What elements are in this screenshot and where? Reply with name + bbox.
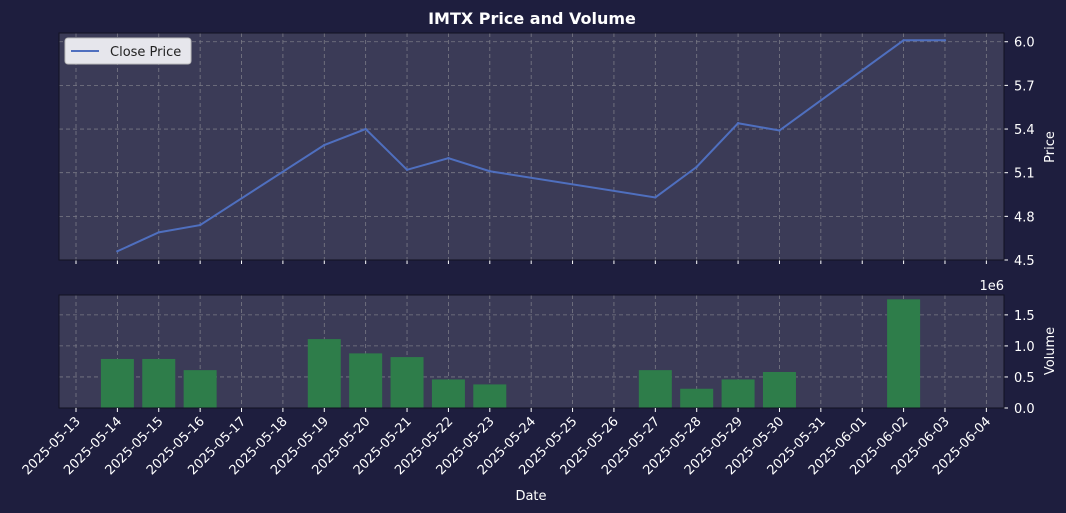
x-axis-label: Date: [515, 489, 546, 504]
volume-bar: [721, 379, 755, 408]
volume-y-tick-label: 1.0: [1014, 340, 1035, 355]
volume-multiplier-label: 1e6: [979, 279, 1004, 294]
volume-bar: [887, 299, 921, 408]
close-price-point: [116, 250, 119, 253]
price-y-tick-label: 4.8: [1014, 210, 1035, 225]
volume-axis-label: Volume: [1043, 327, 1058, 375]
chart-title: IMTX Price and Volume: [428, 9, 636, 28]
price-y-tick-label: 5.1: [1014, 167, 1035, 182]
close-price-point: [902, 39, 905, 42]
close-price-point: [778, 129, 781, 132]
close-price-point: [157, 231, 160, 234]
volume-bar: [349, 353, 383, 408]
close-price-point: [364, 127, 367, 131]
volume-bar: [183, 370, 217, 408]
price-plot-frame: [58, 32, 1005, 261]
price-y-tick-label: 5.7: [1014, 79, 1035, 94]
price-y-tick-label: 5.4: [1014, 123, 1035, 138]
legend: Close Price: [64, 37, 192, 65]
close-price-point: [654, 196, 657, 199]
volume-bar: [142, 358, 176, 408]
legend-label: Close Price: [110, 45, 181, 60]
volume-y-tick-label: 1.5: [1014, 309, 1035, 324]
price-panel: 4.5 4.8 5.1 5.4 5.7 6.0 Close Price: [58, 32, 1035, 269]
close-price-point: [323, 143, 326, 147]
price-y-tick-label: 6.0: [1014, 36, 1035, 51]
close-price-point: [198, 223, 202, 227]
volume-bar: [762, 371, 796, 408]
volume-bar: [431, 379, 465, 408]
legend-box: [64, 37, 192, 65]
volume-y-tick-label: 0.0: [1014, 402, 1035, 417]
close-price-point: [488, 170, 491, 173]
price-y-tick-label: 4.5: [1014, 254, 1035, 269]
close-price-point: [943, 39, 947, 42]
volume-bar: [638, 370, 672, 408]
volume-bar: [307, 339, 341, 408]
close-price-point: [736, 122, 740, 125]
price-axis-label: Price: [1043, 131, 1058, 163]
close-price-point: [447, 156, 450, 160]
volume-bar: [473, 384, 507, 408]
close-price-point: [695, 165, 698, 169]
volume-bar: [680, 388, 714, 408]
close-price-line: [116, 39, 945, 253]
volume-y-tick-label: 0.5: [1014, 371, 1035, 386]
close-price-point: [405, 168, 409, 171]
volume-bar: [100, 358, 134, 408]
volume-bar: [390, 357, 424, 408]
